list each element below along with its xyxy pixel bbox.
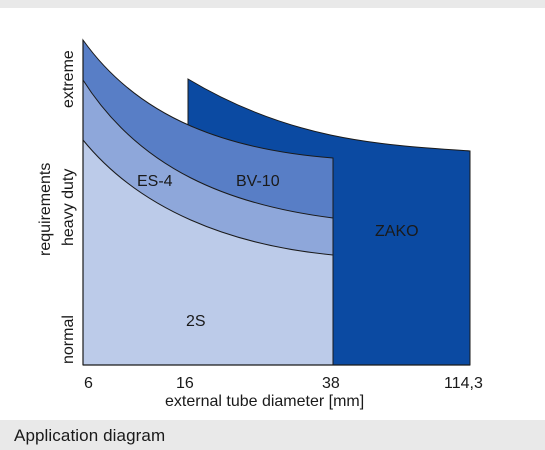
diagram-caption: Application diagram <box>14 426 166 445</box>
series-label-es-4: ES-4 <box>137 173 173 190</box>
x-tick-label: 114,3 <box>444 375 483 392</box>
y-axis-title: requirements <box>37 163 54 256</box>
y-tick-label: normal <box>60 315 77 364</box>
series-label-zako: ZAKO <box>375 223 419 240</box>
series-area-2s <box>82 138 334 366</box>
x-axis-title: external tube diameter [mm] <box>165 393 364 410</box>
x-tick-label: 16 <box>176 375 194 392</box>
series-label-2s: 2S <box>186 313 206 330</box>
y-tick-label: extreme <box>60 50 77 108</box>
application-chart: 2S ES-4 BV-10 ZAKO 6 16 38 114,3 externa… <box>0 8 545 420</box>
series-label-bv-10: BV-10 <box>236 173 280 190</box>
y-tick-label: heavy duty <box>60 169 77 246</box>
x-tick-label: 38 <box>322 375 340 392</box>
x-tick-label: 6 <box>84 375 93 392</box>
